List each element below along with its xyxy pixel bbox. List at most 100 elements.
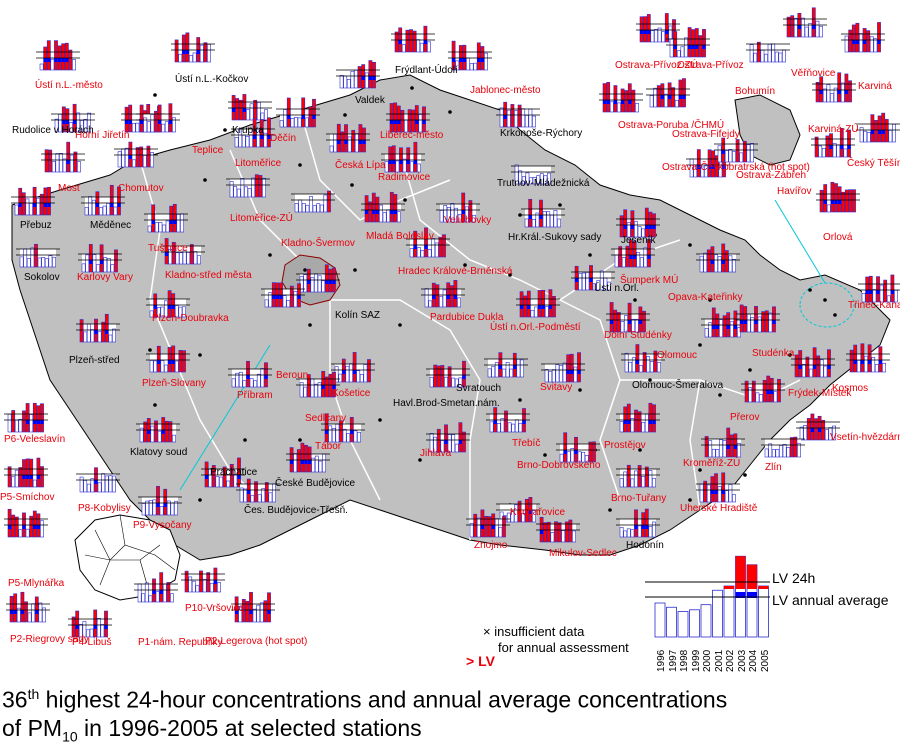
station-dot bbox=[268, 253, 272, 257]
mini-chart-bar bbox=[304, 117, 309, 128]
station-mini-chart bbox=[138, 485, 182, 516]
station-label: P5-Mlynářka bbox=[8, 578, 65, 589]
mini-chart-bar bbox=[764, 53, 768, 63]
station-dot bbox=[243, 438, 247, 442]
mini-chart-bar bbox=[424, 288, 429, 308]
mini-chart-bar bbox=[211, 465, 216, 488]
mini-chart-bar bbox=[135, 122, 140, 133]
legend-chart-bar bbox=[700, 604, 712, 638]
mini-chart-bar bbox=[73, 151, 78, 173]
mini-chart-bar bbox=[368, 201, 373, 223]
station-label: Sedlčany bbox=[305, 413, 347, 424]
mini-chart-bar bbox=[104, 475, 109, 493]
mini-chart-annual-bar bbox=[232, 108, 236, 112]
mini-chart-annual-bar bbox=[304, 460, 308, 464]
mini-chart-bar bbox=[468, 200, 473, 223]
mini-chart-annual-bar bbox=[47, 203, 51, 207]
station-mini-chart bbox=[11, 186, 55, 216]
station-dot bbox=[153, 93, 157, 97]
mini-chart-bar bbox=[647, 239, 651, 268]
mini-chart-annual-bar bbox=[253, 135, 257, 139]
mini-chart-bar bbox=[309, 196, 313, 213]
mini-chart-annual-bar bbox=[645, 225, 649, 229]
mini-chart-bar bbox=[174, 500, 178, 516]
mini-chart-bar bbox=[306, 374, 311, 398]
mini-chart-bar bbox=[874, 364, 879, 373]
mini-chart-annual-bar bbox=[29, 475, 33, 479]
mini-chart-bar bbox=[584, 455, 589, 463]
mini-chart-bar bbox=[375, 196, 380, 223]
mini-chart-annual-bar bbox=[863, 40, 867, 44]
mini-chart-bar bbox=[66, 141, 71, 173]
mini-chart-bar bbox=[819, 359, 824, 378]
mini-chart-bar bbox=[464, 206, 469, 223]
mini-chart-bar bbox=[521, 108, 526, 128]
mini-chart-bar bbox=[542, 211, 547, 228]
mini-chart-bar bbox=[892, 123, 896, 143]
mini-chart-bar bbox=[642, 310, 646, 333]
station-label: P2-Riegrovy sady bbox=[10, 634, 89, 645]
mini-chart-bar bbox=[286, 97, 291, 128]
mini-chart-annual-bar bbox=[589, 278, 593, 282]
mini-chart-annual-bar bbox=[878, 360, 882, 364]
mini-chart-bar bbox=[300, 442, 305, 473]
mini-chart-annual-bar bbox=[577, 370, 581, 374]
mini-chart-bar bbox=[552, 295, 556, 318]
mini-chart-bar bbox=[722, 315, 727, 338]
mini-chart-bar bbox=[771, 449, 776, 458]
mini-chart-bar bbox=[750, 143, 754, 163]
mini-chart-bar bbox=[753, 52, 758, 63]
station-label: Most bbox=[58, 183, 80, 194]
mini-chart-bar bbox=[458, 377, 463, 388]
mini-chart-bar bbox=[867, 344, 872, 373]
mini-chart-bar bbox=[703, 252, 708, 273]
mini-chart-bar bbox=[451, 40, 456, 71]
mini-chart-bar bbox=[238, 99, 243, 121]
mini-chart-bar bbox=[616, 312, 621, 333]
mini-chart-annual-bar bbox=[834, 200, 838, 204]
station-mini-chart bbox=[321, 413, 365, 443]
mini-chart-bar bbox=[256, 604, 261, 623]
mini-chart-bar bbox=[518, 170, 523, 185]
station-mini-chart bbox=[41, 141, 85, 173]
mini-chart-annual-bar bbox=[20, 610, 24, 614]
mini-chart-bar bbox=[528, 198, 533, 228]
mini-chart-annual-bar bbox=[513, 365, 517, 369]
mini-chart-bar bbox=[158, 222, 163, 233]
mini-chart-bar bbox=[316, 203, 321, 213]
mini-chart-bar bbox=[585, 272, 590, 291]
mini-chart-bar bbox=[877, 115, 882, 143]
mini-chart-bar bbox=[539, 199, 543, 228]
station-dot bbox=[298, 438, 302, 442]
mini-chart-annual-bar bbox=[721, 150, 725, 154]
mini-chart-bar bbox=[743, 306, 748, 333]
mini-chart-bar bbox=[630, 529, 635, 538]
mini-chart-bar bbox=[34, 596, 39, 623]
mini-chart-bar bbox=[484, 515, 488, 538]
mini-chart-bar bbox=[661, 31, 666, 43]
mini-chart-bar bbox=[793, 17, 798, 38]
mini-chart-annual-bar bbox=[712, 325, 716, 329]
mini-chart-annual-bar bbox=[26, 420, 30, 424]
mini-chart-annual-bar bbox=[566, 370, 570, 374]
mini-chart-bar bbox=[592, 441, 596, 463]
mini-chart-bar bbox=[262, 177, 266, 198]
mini-chart-bar bbox=[189, 55, 193, 63]
station-dot bbox=[148, 348, 152, 352]
mini-chart-bar bbox=[639, 257, 644, 268]
mini-chart-bar bbox=[757, 316, 762, 333]
station-dot bbox=[688, 498, 692, 502]
mini-chart-bar bbox=[654, 29, 658, 43]
mini-chart-bar bbox=[294, 117, 298, 128]
station-mini-chart bbox=[181, 567, 225, 593]
mini-chart-bar bbox=[416, 247, 421, 258]
mini-chart-bar bbox=[669, 38, 674, 58]
station-mini-chart bbox=[746, 41, 790, 63]
mini-chart-bar bbox=[830, 181, 835, 213]
mini-chart-bar bbox=[700, 166, 705, 178]
mini-chart-bar bbox=[719, 319, 723, 338]
mini-chart-bar bbox=[653, 350, 658, 373]
mini-chart-bar bbox=[172, 203, 177, 233]
station-mini-chart bbox=[686, 149, 730, 178]
station-label: Zlín bbox=[765, 462, 782, 473]
